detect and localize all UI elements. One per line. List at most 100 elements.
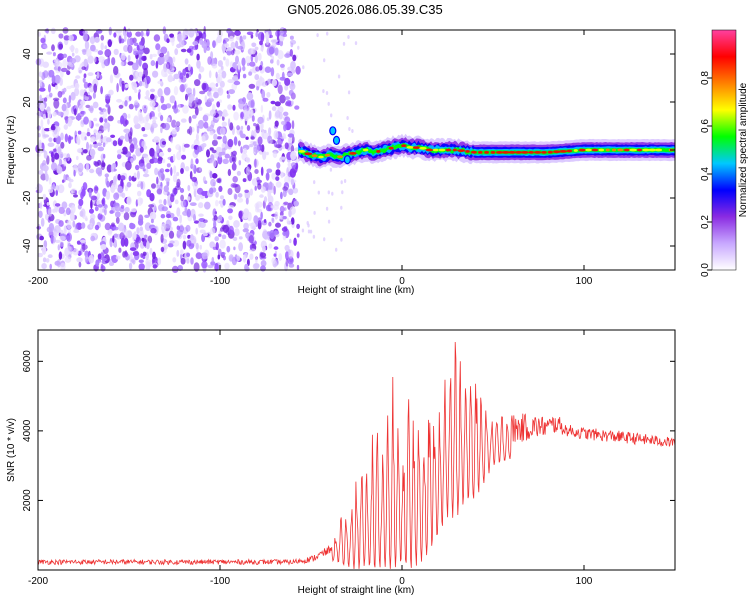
noise-blob (150, 60, 156, 67)
noise-blob (275, 222, 281, 228)
noise-blob (128, 175, 132, 182)
noise-blob (117, 173, 121, 181)
noise-blob (36, 226, 42, 230)
noise-blob (238, 160, 242, 166)
noise-blob (103, 153, 106, 159)
noise-blob (133, 115, 139, 125)
noise-blob (237, 197, 244, 203)
noise-blob (236, 125, 241, 131)
noise-blob (88, 254, 95, 264)
noise-blob (279, 27, 286, 37)
noise-blob (217, 254, 221, 260)
noise-blob (231, 162, 237, 171)
noise-blob (97, 204, 103, 208)
noise-blob (105, 190, 111, 200)
noise-blob (211, 139, 218, 147)
noise-blob (74, 47, 79, 54)
noise-blob (242, 254, 247, 263)
noise-blob (115, 216, 120, 224)
noise-blob (142, 168, 146, 172)
noise-blob (209, 109, 217, 117)
noise-blob (244, 189, 249, 193)
noise-blob (251, 42, 257, 48)
noise-blob (180, 48, 187, 53)
noise-blob (137, 190, 142, 197)
noise-blob (114, 211, 121, 218)
noise-blob (76, 222, 82, 227)
noise-blob (150, 93, 155, 100)
noise-blob (54, 239, 61, 243)
noise-blob (301, 228, 305, 233)
noise-blob (215, 199, 219, 207)
noise-blob (57, 66, 61, 72)
noise-blob (100, 42, 104, 51)
noise-blob (274, 110, 281, 118)
noise-blob (295, 65, 301, 75)
noise-blob (131, 81, 137, 91)
noise-blob (137, 71, 144, 78)
noise-blob (245, 166, 251, 176)
noise-blob (232, 176, 238, 183)
noise-blob (296, 223, 300, 230)
noise-blob (254, 158, 257, 168)
ridge-core (484, 151, 490, 154)
noise-blob (193, 220, 200, 224)
noise-blob (125, 251, 129, 257)
noise-blob (347, 35, 350, 39)
noise-blob (120, 205, 125, 209)
noise-blob (73, 169, 76, 177)
noise-blob (157, 257, 162, 265)
noise-blob (222, 158, 229, 165)
ridge-core (362, 148, 369, 152)
ridge-core (611, 148, 617, 152)
noise-blob (37, 252, 43, 258)
noise-blob (113, 192, 120, 200)
noise-blob (140, 181, 144, 190)
ridge-core (318, 155, 324, 159)
noise-blob (169, 62, 175, 71)
noise-blob (46, 202, 50, 206)
noise-blob (296, 251, 300, 259)
noise-blob (192, 45, 199, 51)
noise-blob (172, 216, 179, 222)
noise-blob (129, 143, 135, 153)
noise-blob (157, 80, 163, 85)
noise-blob (140, 253, 143, 258)
noise-blob (268, 221, 272, 227)
snr-chart: -200 -100 0 100 2000 4000 6000 Height of stra… (6, 329, 676, 596)
noise-blob (115, 74, 120, 79)
ridge-core (388, 146, 394, 150)
noise-blob (48, 177, 52, 185)
noise-blob (226, 94, 231, 99)
noise-blob (99, 206, 103, 215)
noise-blob (253, 129, 257, 139)
noise-blob (84, 254, 89, 264)
noise-blob (48, 137, 53, 142)
noise-blob (61, 201, 68, 209)
noise-blob (54, 84, 59, 90)
noise-blob (155, 43, 161, 51)
noise-blob (190, 66, 194, 75)
noise-blob (129, 247, 137, 252)
ridge-core (356, 150, 363, 154)
noise-blob (52, 52, 56, 57)
ridge-core (623, 148, 630, 152)
noise-blob (66, 85, 72, 90)
noise-blob (224, 262, 230, 270)
noise-blob (156, 184, 161, 189)
noise-blob (136, 170, 140, 180)
noise-blob (118, 247, 122, 253)
noise-blob (51, 74, 56, 85)
ridge-core (298, 150, 306, 153)
noise-blob (68, 34, 74, 42)
noise-blob (250, 48, 256, 55)
noise-blob (104, 222, 111, 231)
noise-blob (54, 152, 60, 160)
noise-blob (66, 70, 71, 76)
noise-blob (347, 90, 351, 95)
noise-blob (285, 258, 289, 267)
x-tick-label: 0 (399, 576, 405, 587)
noise-blob (182, 105, 189, 114)
noise-blob (211, 173, 218, 179)
noise-blob (288, 188, 294, 196)
